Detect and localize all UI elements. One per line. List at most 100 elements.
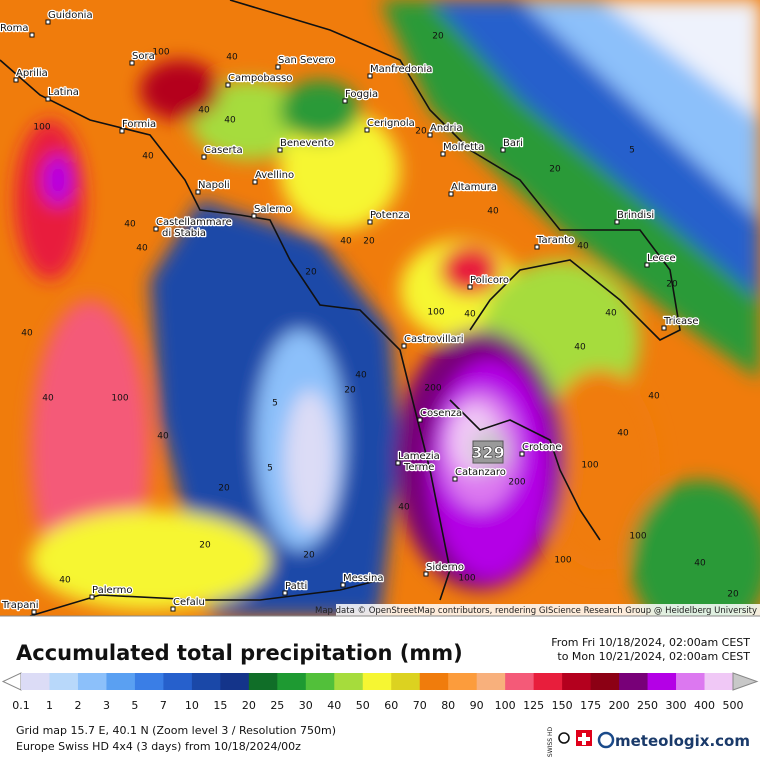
- city-label: Formia: [122, 119, 156, 130]
- contour-label: 20: [305, 268, 317, 278]
- scale-label: 175: [580, 699, 601, 712]
- city-label: Andria: [430, 123, 463, 134]
- contour-label: 20: [344, 386, 356, 396]
- city-label: Aprilia: [16, 68, 48, 79]
- contour-label: 40: [577, 242, 589, 252]
- city-marker: [45, 96, 51, 102]
- contour-label: 5: [272, 399, 278, 409]
- coastline: [0, 0, 681, 616]
- scale-label: 100: [495, 699, 516, 712]
- city-marker: [519, 451, 525, 457]
- city-marker: [340, 582, 346, 588]
- contour-label: 100: [554, 556, 571, 566]
- scale-swatch: [334, 673, 364, 690]
- city-marker: [395, 460, 401, 466]
- contour-label: 40: [59, 576, 71, 586]
- scale-swatch: [704, 673, 734, 690]
- search-icon: [558, 732, 570, 744]
- scale-swatch: [391, 673, 421, 690]
- city-label: Castellammare di Stabia: [156, 217, 232, 239]
- city-marker: [31, 609, 37, 615]
- contour-label: 100: [458, 574, 475, 584]
- city-label: Trapani: [1, 600, 38, 611]
- city-label: Foggia: [345, 89, 378, 100]
- contour-label: 40: [226, 53, 238, 63]
- city-marker: [29, 32, 35, 38]
- city-label: San Severo: [278, 55, 335, 66]
- scale-swatch: [305, 673, 335, 690]
- contour-label: 20: [432, 32, 444, 42]
- period-to: to Mon 10/21/2024, 02:00am CEST: [557, 650, 750, 663]
- scale-low-arrow: [1, 672, 22, 691]
- scale-high-arrow: [732, 672, 759, 691]
- scale-swatch: [533, 673, 563, 690]
- scale-swatch: [562, 673, 592, 690]
- contour-label: 20: [549, 165, 561, 175]
- city-marker: [119, 128, 125, 134]
- scale-label: 250: [637, 699, 658, 712]
- city-marker: [427, 132, 433, 138]
- scale-label: 50: [356, 699, 370, 712]
- swiss-cross: [578, 733, 590, 745]
- city-marker: [201, 154, 207, 160]
- city-marker: [500, 147, 506, 153]
- city-label: Guidonia: [48, 10, 93, 21]
- city-marker: [195, 189, 201, 195]
- contour-label: 40: [340, 237, 352, 247]
- scale-label: 90: [470, 699, 484, 712]
- city-marker: [423, 571, 429, 577]
- scale-swatch: [77, 673, 107, 690]
- contour-label: 100: [427, 308, 444, 318]
- contour-label: 20: [666, 280, 678, 290]
- city-marker: [129, 60, 135, 66]
- grid-info: Grid map 15.7 E, 40.1 N (Zoom level 3 / …: [16, 724, 336, 737]
- brand[interactable]: meteologix.com: [615, 732, 750, 750]
- city-label: Campobasso: [228, 73, 292, 84]
- city-label: Lamezia Terme: [398, 451, 440, 473]
- scale-label: 40: [327, 699, 341, 712]
- scale-label: 0.1: [12, 699, 30, 712]
- scale-label: 20: [242, 699, 256, 712]
- contour-label: 20: [363, 237, 375, 247]
- contour-label: 100: [629, 532, 646, 542]
- contour-label: 40: [42, 394, 54, 404]
- city-label: Siderno: [426, 562, 464, 573]
- city-label: Caserta: [204, 145, 243, 156]
- contour-label: 20: [199, 541, 211, 551]
- contour-label: 20: [218, 484, 230, 494]
- contour-label: 40: [605, 309, 617, 319]
- city-marker: [251, 213, 257, 219]
- legend-title: Accumulated total precipitation (mm): [16, 641, 463, 665]
- attribution: Map data © OpenStreetMap contributors, r…: [315, 606, 757, 616]
- scale-label: 60: [384, 699, 398, 712]
- scale-swatch: [676, 673, 706, 690]
- city-marker: [534, 244, 540, 250]
- city-label: Patti: [285, 581, 307, 592]
- contour-label: 40: [142, 152, 154, 162]
- contour-label: 40: [124, 220, 136, 230]
- contour-label: 40: [198, 106, 210, 116]
- scale-label: 5: [131, 699, 138, 712]
- scale-label: 2: [74, 699, 81, 712]
- scale-label: 1: [46, 699, 53, 712]
- city-label: Crotone: [522, 442, 562, 453]
- city-marker: [452, 476, 458, 482]
- scale-label: 70: [413, 699, 427, 712]
- city-label: Salerno: [254, 204, 292, 215]
- contour-label: 40: [136, 244, 148, 254]
- city-label: Sora: [132, 51, 155, 62]
- scale-label: 10: [185, 699, 199, 712]
- city-marker: [401, 343, 407, 349]
- city-marker: [364, 127, 370, 133]
- scale-label: 400: [694, 699, 715, 712]
- scale-label: 15: [213, 699, 227, 712]
- scale-swatch: [277, 673, 307, 690]
- scale-label: 200: [609, 699, 630, 712]
- max-value: 329: [471, 443, 504, 462]
- contour-label: 100: [111, 394, 128, 404]
- scale-label: 300: [666, 699, 687, 712]
- city-label: Napoli: [198, 180, 230, 191]
- brand-logo: [597, 731, 615, 749]
- city-label: Lecce: [647, 253, 676, 264]
